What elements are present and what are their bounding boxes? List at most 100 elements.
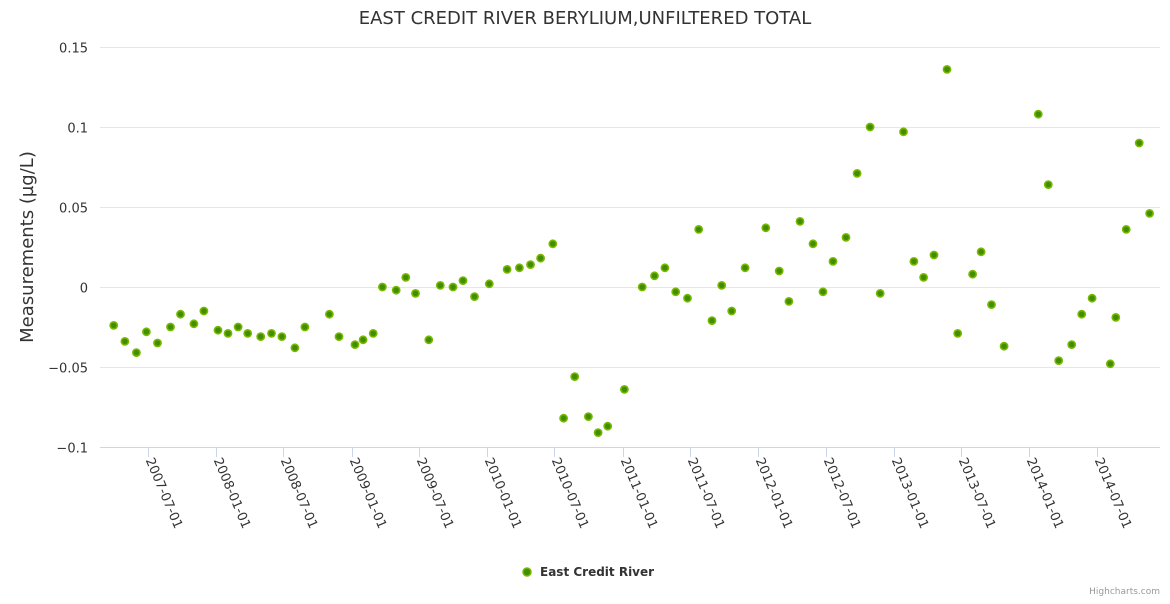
data-point[interactable] xyxy=(620,384,629,394)
data-point[interactable] xyxy=(435,280,445,290)
legend[interactable]: East Credit River xyxy=(522,565,654,579)
data-point[interactable] xyxy=(717,280,727,290)
data-point[interactable] xyxy=(875,288,885,298)
credits-link[interactable]: Highcharts.com xyxy=(1089,587,1160,597)
data-point[interactable] xyxy=(727,306,737,316)
data-point[interactable] xyxy=(559,413,568,423)
x-tick-label: 2010-07-01 xyxy=(548,456,591,531)
data-point[interactable] xyxy=(1111,312,1121,322)
data-point[interactable] xyxy=(1067,340,1077,349)
data-point[interactable] xyxy=(411,288,420,298)
data-point[interactable] xyxy=(1033,109,1043,119)
data-point[interactable] xyxy=(1105,359,1115,369)
x-tick-label: 2008-07-01 xyxy=(277,456,320,531)
data-point[interactable] xyxy=(1054,356,1064,365)
data-point[interactable] xyxy=(852,168,862,178)
data-point[interactable] xyxy=(502,264,512,274)
data-point[interactable] xyxy=(1087,293,1097,303)
data-point[interactable] xyxy=(795,216,805,226)
data-point[interactable] xyxy=(223,328,233,338)
data-point[interactable] xyxy=(603,421,613,431)
data-point[interactable] xyxy=(458,276,468,285)
x-tick-label: 2013-07-01 xyxy=(955,456,998,531)
data-point[interactable] xyxy=(593,428,603,437)
data-point[interactable] xyxy=(484,279,494,289)
data-point[interactable] xyxy=(120,336,130,346)
data-point[interactable] xyxy=(131,348,141,357)
data-point[interactable] xyxy=(109,320,119,330)
data-point[interactable] xyxy=(584,412,593,421)
data-point[interactable] xyxy=(953,328,963,338)
x-tick-label: 2011-01-01 xyxy=(617,456,660,531)
data-point[interactable] xyxy=(968,269,977,279)
data-point[interactable] xyxy=(740,263,750,273)
data-point[interactable] xyxy=(899,127,908,137)
y-tick-labels: −0.1 −0.05 0 0.05 0.1 0.15 xyxy=(48,42,88,457)
data-point[interactable] xyxy=(213,325,223,335)
data-point[interactable] xyxy=(828,256,838,266)
data-point[interactable] xyxy=(1043,180,1053,189)
data-point[interactable] xyxy=(987,300,996,309)
data-point[interactable] xyxy=(377,282,387,292)
data-point[interactable] xyxy=(660,263,670,273)
data-point[interactable] xyxy=(391,285,401,295)
data-point[interactable] xyxy=(448,282,458,292)
data-point[interactable] xyxy=(929,250,939,260)
data-point[interactable] xyxy=(350,340,360,349)
data-point[interactable] xyxy=(141,327,151,337)
data-point[interactable] xyxy=(694,224,704,234)
data-point[interactable] xyxy=(515,263,524,273)
data-point[interactable] xyxy=(199,306,209,316)
data-point[interactable] xyxy=(637,282,647,292)
x-tick-label: 2014-01-01 xyxy=(1023,456,1066,531)
data-point[interactable] xyxy=(1145,208,1154,218)
data-point[interactable] xyxy=(401,272,411,282)
data-point[interactable] xyxy=(671,287,681,297)
x-tick-label: 2012-01-01 xyxy=(752,456,795,531)
data-point[interactable] xyxy=(942,65,952,74)
data-point[interactable] xyxy=(1134,138,1144,148)
data-point[interactable] xyxy=(841,232,851,242)
data-point[interactable] xyxy=(176,309,185,319)
data-point[interactable] xyxy=(526,260,535,269)
data-point[interactable] xyxy=(243,328,253,338)
data-point[interactable] xyxy=(290,343,300,353)
data-point[interactable] xyxy=(267,328,276,338)
data-point[interactable] xyxy=(334,332,344,341)
data-point[interactable] xyxy=(1077,309,1087,319)
data-point[interactable] xyxy=(233,322,243,332)
data-point[interactable] xyxy=(707,316,717,325)
data-point[interactable] xyxy=(774,266,784,276)
data-point[interactable] xyxy=(808,239,818,249)
data-point[interactable] xyxy=(256,332,266,341)
data-point[interactable] xyxy=(189,319,199,329)
data-point[interactable] xyxy=(909,256,919,266)
data-point[interactable] xyxy=(761,223,771,233)
data-point[interactable] xyxy=(368,328,378,338)
data-point[interactable] xyxy=(166,322,175,332)
data-point[interactable] xyxy=(650,271,659,281)
data-point[interactable] xyxy=(324,309,334,319)
data-point[interactable] xyxy=(470,292,479,301)
data-point[interactable] xyxy=(153,338,162,348)
y-tick-label: 0 xyxy=(80,282,88,297)
data-point[interactable] xyxy=(1121,224,1131,234)
data-point[interactable] xyxy=(919,272,928,282)
data-point[interactable] xyxy=(570,372,580,381)
x-tick-label: 2013-01-01 xyxy=(888,456,931,531)
data-point[interactable] xyxy=(548,239,558,249)
data-point[interactable] xyxy=(818,287,828,297)
data-point[interactable] xyxy=(424,335,434,345)
data-point[interactable] xyxy=(976,247,986,257)
x-tick-label: 2012-07-01 xyxy=(820,456,863,531)
data-point[interactable] xyxy=(277,332,287,341)
legend-item-east-credit-river[interactable]: East Credit River xyxy=(540,565,654,579)
data-point[interactable] xyxy=(865,122,875,132)
data-point[interactable] xyxy=(536,253,545,263)
series-east-credit-river[interactable] xyxy=(109,65,1154,437)
data-point[interactable] xyxy=(683,293,692,303)
data-point[interactable] xyxy=(999,341,1009,351)
data-point[interactable] xyxy=(358,335,368,345)
data-point[interactable] xyxy=(300,322,310,332)
data-point[interactable] xyxy=(784,296,794,306)
